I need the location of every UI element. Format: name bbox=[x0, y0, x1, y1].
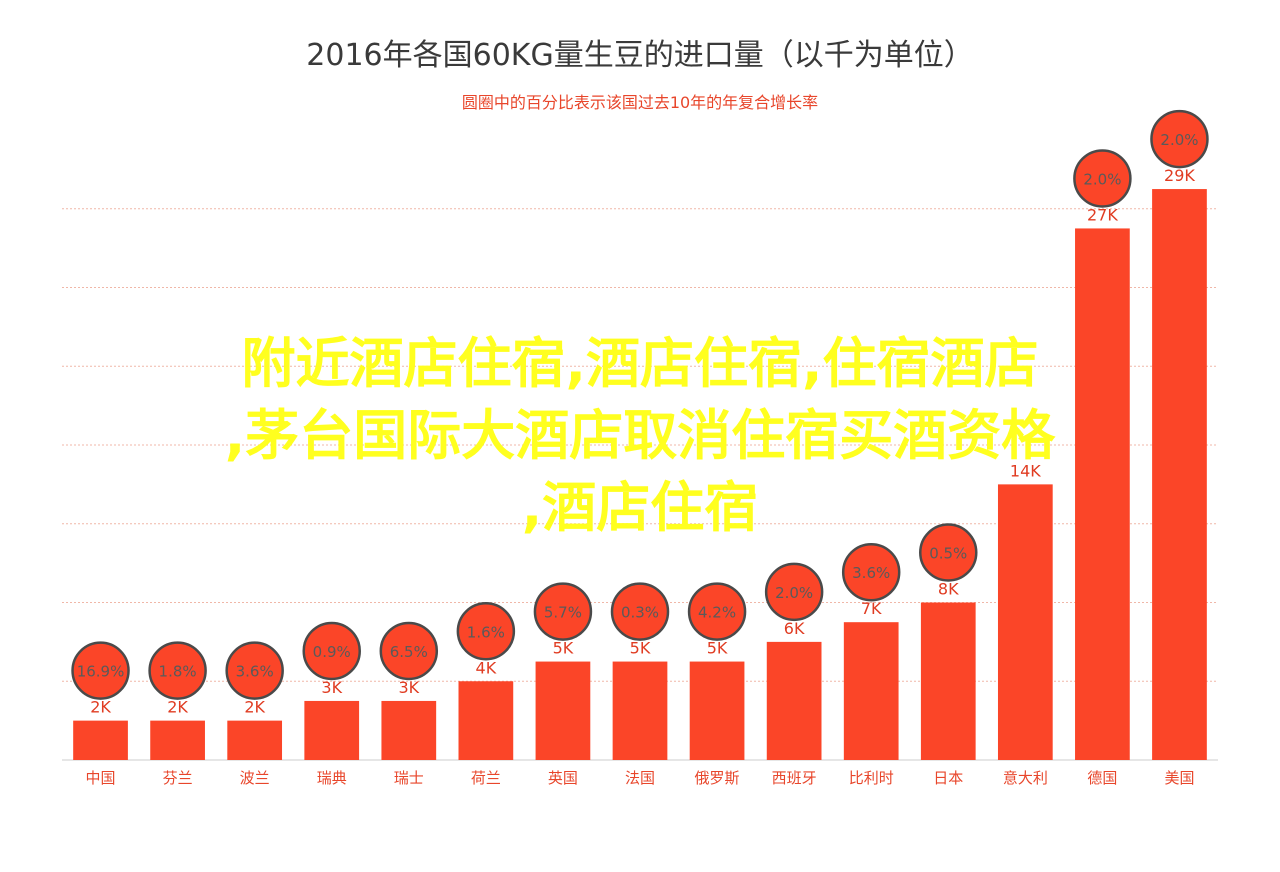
bar bbox=[304, 700, 360, 760]
category-label: 芬兰 bbox=[163, 769, 193, 787]
value-label: 6K bbox=[784, 619, 805, 638]
overlay-line-3: ,酒店住宿 bbox=[521, 476, 759, 539]
growth-label: 1.8% bbox=[159, 663, 197, 681]
bar bbox=[227, 720, 283, 760]
growth-circle bbox=[1150, 109, 1209, 169]
category-label: 法国 bbox=[625, 769, 655, 787]
bar bbox=[766, 641, 822, 760]
value-labels: 2K 2K 2K 3K 3K 4K 5K 5K 5K 6K 7K 8K 14K 27K 29K bbox=[90, 166, 1195, 717]
category-label: 荷兰 bbox=[471, 769, 501, 787]
bar bbox=[612, 661, 668, 760]
value-label: 4K bbox=[476, 658, 497, 677]
category-label: 比利时 bbox=[849, 769, 894, 787]
bar bbox=[689, 661, 745, 760]
value-label: 14K bbox=[1010, 461, 1041, 480]
growth-label: 16.9% bbox=[77, 663, 125, 681]
category-labels: 中国 芬兰 波兰 瑞典 瑞士 荷兰 英国 法国 俄罗斯 西班牙 比利时 日本 意大利 德国 美国 bbox=[86, 769, 1195, 787]
bar bbox=[458, 681, 514, 760]
growth-circle bbox=[687, 582, 747, 641]
value-label: 2K bbox=[90, 698, 111, 717]
bars bbox=[73, 189, 1207, 760]
bar bbox=[381, 700, 437, 760]
value-label: 2K bbox=[167, 698, 188, 717]
growth-circles: 16.9% 1.8% 3.6% 0.9% 6.5% 1.6% 5.7% 0.3% 4.2% 2.0… bbox=[71, 109, 1209, 700]
bar bbox=[73, 720, 128, 760]
value-label: 5K bbox=[630, 639, 651, 658]
growth-circle bbox=[456, 602, 516, 661]
growth-circle bbox=[610, 582, 670, 641]
value-label: 3K bbox=[321, 678, 342, 697]
growth-circle bbox=[302, 621, 361, 681]
growth-circle bbox=[71, 641, 130, 700]
chart-title: 2016年各国60KG量生豆的进口量（以千为单位） bbox=[306, 38, 974, 73]
value-label: 5K bbox=[707, 639, 728, 658]
bar bbox=[535, 661, 591, 760]
value-label: 29K bbox=[1164, 166, 1195, 185]
value-label: 8K bbox=[938, 580, 959, 599]
growth-label: 0.5% bbox=[929, 545, 967, 563]
bar bbox=[920, 602, 976, 760]
chart-subtitle: 圆圈中的百分比表示该国过去10年的年复合增长率 bbox=[461, 93, 819, 112]
bar bbox=[1152, 189, 1207, 760]
growth-label: 2.0% bbox=[1160, 131, 1198, 149]
growth-label: 0.9% bbox=[313, 643, 351, 661]
growth-label: 1.6% bbox=[467, 623, 505, 641]
category-label: 美国 bbox=[1164, 769, 1194, 787]
value-label: 2K bbox=[244, 698, 265, 717]
value-label: 5K bbox=[553, 639, 574, 658]
bar bbox=[150, 720, 205, 760]
growth-label: 3.6% bbox=[852, 564, 890, 582]
growth-label: 0.3% bbox=[621, 604, 659, 622]
overlay-text: 附近酒店住宿,酒店住宿,住宿酒店 ,茅台国际大酒店取消住宿买酒资格 ,酒店住宿 bbox=[20, 328, 1260, 544]
growth-circle bbox=[1073, 149, 1132, 208]
growth-label: 4.2% bbox=[698, 604, 736, 622]
growth-label: 6.5% bbox=[390, 643, 428, 661]
overlay-line-1: 附近酒店住宿,酒店住宿,住宿酒店 bbox=[241, 332, 1039, 395]
category-label: 瑞典 bbox=[317, 769, 347, 787]
overlay-line-2: ,茅台国际大酒店取消住宿买酒资格 bbox=[224, 404, 1056, 467]
category-label: 俄罗斯 bbox=[695, 769, 740, 787]
category-label: 瑞士 bbox=[394, 769, 424, 787]
growth-circle bbox=[379, 621, 439, 681]
bar bbox=[1075, 228, 1130, 760]
value-label: 27K bbox=[1087, 205, 1118, 224]
growth-circle bbox=[841, 542, 901, 602]
category-label: 英国 bbox=[548, 769, 578, 787]
value-label: 7K bbox=[861, 599, 882, 618]
category-label: 意大利 bbox=[1003, 769, 1048, 787]
growth-label: 5.7% bbox=[544, 604, 582, 622]
category-label: 波兰 bbox=[240, 769, 270, 787]
growth-label: 2.0% bbox=[775, 584, 813, 602]
growth-circle bbox=[919, 523, 978, 582]
growth-circle bbox=[148, 641, 207, 700]
growth-circle bbox=[764, 562, 824, 622]
growth-label: 3.6% bbox=[236, 663, 274, 681]
growth-circle bbox=[225, 641, 284, 700]
growth-circle bbox=[533, 582, 593, 641]
bar bbox=[843, 622, 899, 760]
category-label: 日本 bbox=[933, 769, 963, 787]
category-label: 中国 bbox=[86, 769, 116, 787]
growth-label: 2.0% bbox=[1083, 170, 1121, 188]
category-label: 德国 bbox=[1087, 769, 1117, 787]
bar bbox=[997, 484, 1053, 760]
category-label: 西班牙 bbox=[772, 769, 817, 787]
value-label: 3K bbox=[398, 678, 419, 697]
